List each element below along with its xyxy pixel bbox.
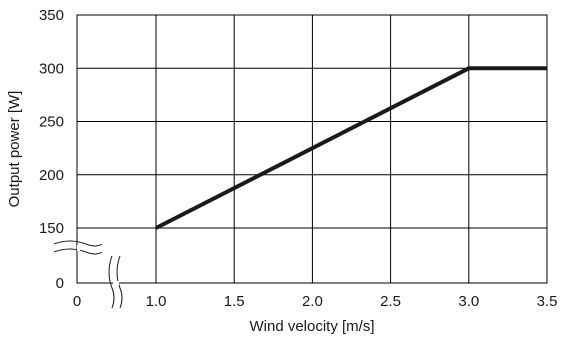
x-axis-title: Wind velocity [m/s] xyxy=(249,318,374,335)
x-tick-label: 3.0 xyxy=(458,293,479,310)
y-origin-label: 0 xyxy=(56,275,64,292)
x-tick-label: 2.5 xyxy=(380,293,401,310)
y-tick-label: 200 xyxy=(39,167,64,184)
x-tick-label: 2.0 xyxy=(302,293,323,310)
series-line xyxy=(155,66,547,230)
x-tick-label: 3.5 xyxy=(537,293,558,310)
x-axis-break-icon xyxy=(108,255,123,309)
y-tick-label: 250 xyxy=(39,114,64,131)
y-tick-label: 150 xyxy=(39,220,64,237)
y-tick-labels: 150 200 250 300 350 xyxy=(39,7,64,237)
x-tick-labels: 1.0 1.5 2.0 2.5 3.0 3.5 xyxy=(146,293,558,310)
series-layer xyxy=(155,66,547,230)
x-tick-label: 1.0 xyxy=(146,293,167,310)
x-tick-label: 1.5 xyxy=(224,293,245,310)
y-axis-title: Output power [W] xyxy=(6,91,23,208)
y-axis-break-icon xyxy=(53,240,103,255)
y-tick-label: 300 xyxy=(39,60,64,77)
y-tick-label: 350 xyxy=(39,7,64,24)
x-origin-label: 0 xyxy=(73,293,81,310)
